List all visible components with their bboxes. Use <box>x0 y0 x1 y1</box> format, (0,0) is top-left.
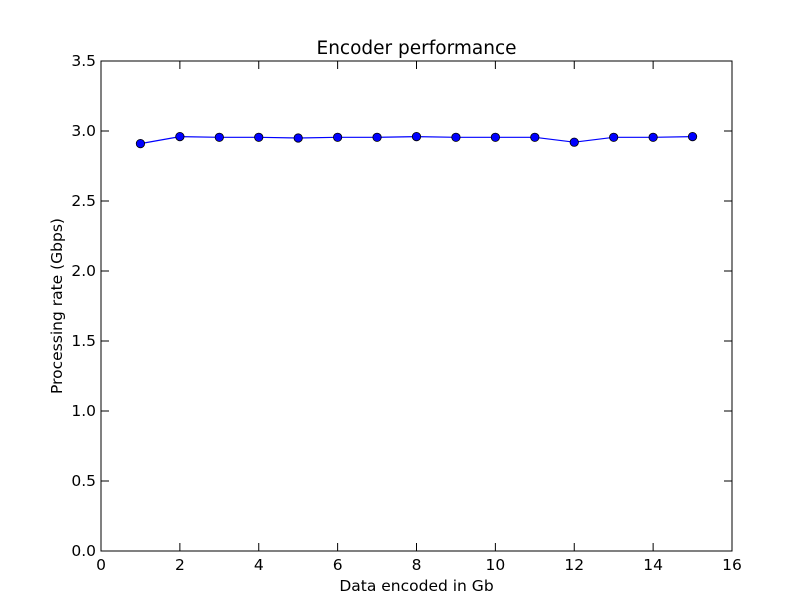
data-point <box>175 132 185 142</box>
series-group <box>135 132 698 149</box>
data-point <box>451 132 461 142</box>
chart-title: Encoder performance <box>317 38 517 59</box>
y-tick-label: 0.5 <box>71 472 96 490</box>
x-ticks-group: 0 2 4 6 8 10 12 14 16 <box>96 61 742 574</box>
y-tick-label: 2.5 <box>71 192 96 210</box>
y-tick-label: 1.5 <box>71 332 96 350</box>
data-point <box>648 132 658 142</box>
data-point <box>333 132 343 142</box>
y-axis-label: Processing rate (Gbps) <box>48 218 66 394</box>
data-point <box>530 132 540 142</box>
x-tick-label: 0 <box>96 556 106 574</box>
x-tick-label: 2 <box>175 556 185 574</box>
x-tick-label: 4 <box>254 556 264 574</box>
y-tick-label: 1.0 <box>71 402 96 420</box>
data-point <box>372 132 382 142</box>
data-point <box>490 132 500 142</box>
data-point <box>254 132 264 142</box>
y-tick-label: 3.5 <box>71 52 96 70</box>
data-point <box>411 132 422 142</box>
data-point <box>687 132 698 142</box>
y-tick-label: 2.0 <box>71 262 96 280</box>
x-tick-label: 10 <box>486 556 506 574</box>
data-point <box>569 137 579 147</box>
x-tick-label: 8 <box>412 556 422 574</box>
data-point <box>293 133 303 143</box>
y-ticks-group: 0.0 0.5 1.0 1.5 2.0 2.5 3.0 3.5 <box>71 52 732 560</box>
data-point <box>135 139 146 149</box>
x-tick-label: 12 <box>564 556 584 574</box>
data-point <box>214 132 224 142</box>
x-axis-label: Data encoded in Gb <box>339 577 493 595</box>
x-tick-label: 14 <box>643 556 663 574</box>
x-tick-label: 6 <box>333 556 343 574</box>
x-tick-label: 16 <box>722 556 742 574</box>
y-tick-label: 0.0 <box>71 542 96 560</box>
data-point <box>609 132 619 142</box>
y-tick-label: 3.0 <box>71 122 96 140</box>
